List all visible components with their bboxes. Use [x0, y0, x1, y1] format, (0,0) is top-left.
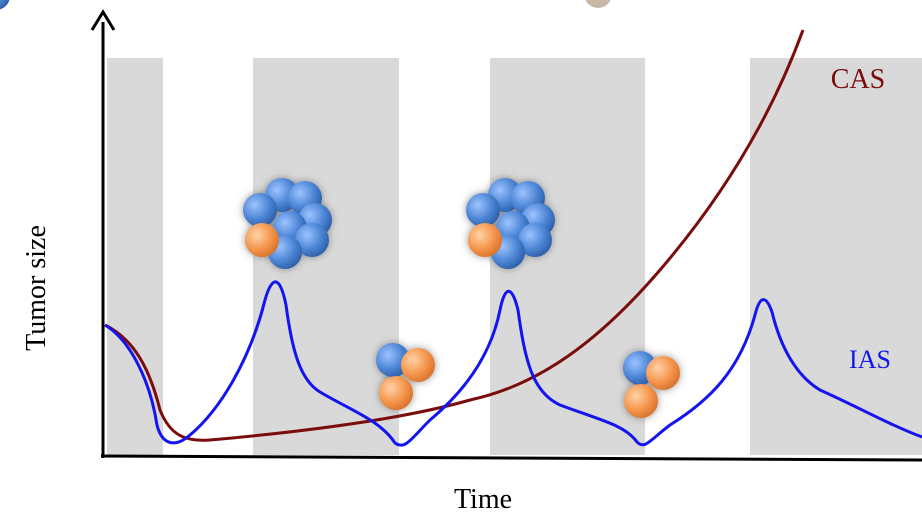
cas-curve: [105, 30, 803, 440]
diagram: CAS IAS Tumor size Time: [0, 0, 922, 517]
ias-label: IAS: [849, 345, 891, 374]
cell: [584, 0, 612, 8]
x-axis: [101, 456, 922, 460]
band: [750, 58, 922, 455]
y-axis-label: Tumor size: [21, 225, 52, 351]
cas-label: CAS: [831, 64, 885, 95]
large-cluster: [466, 178, 555, 269]
x-axis-label: Time: [454, 484, 512, 515]
cell: [0, 0, 10, 10]
